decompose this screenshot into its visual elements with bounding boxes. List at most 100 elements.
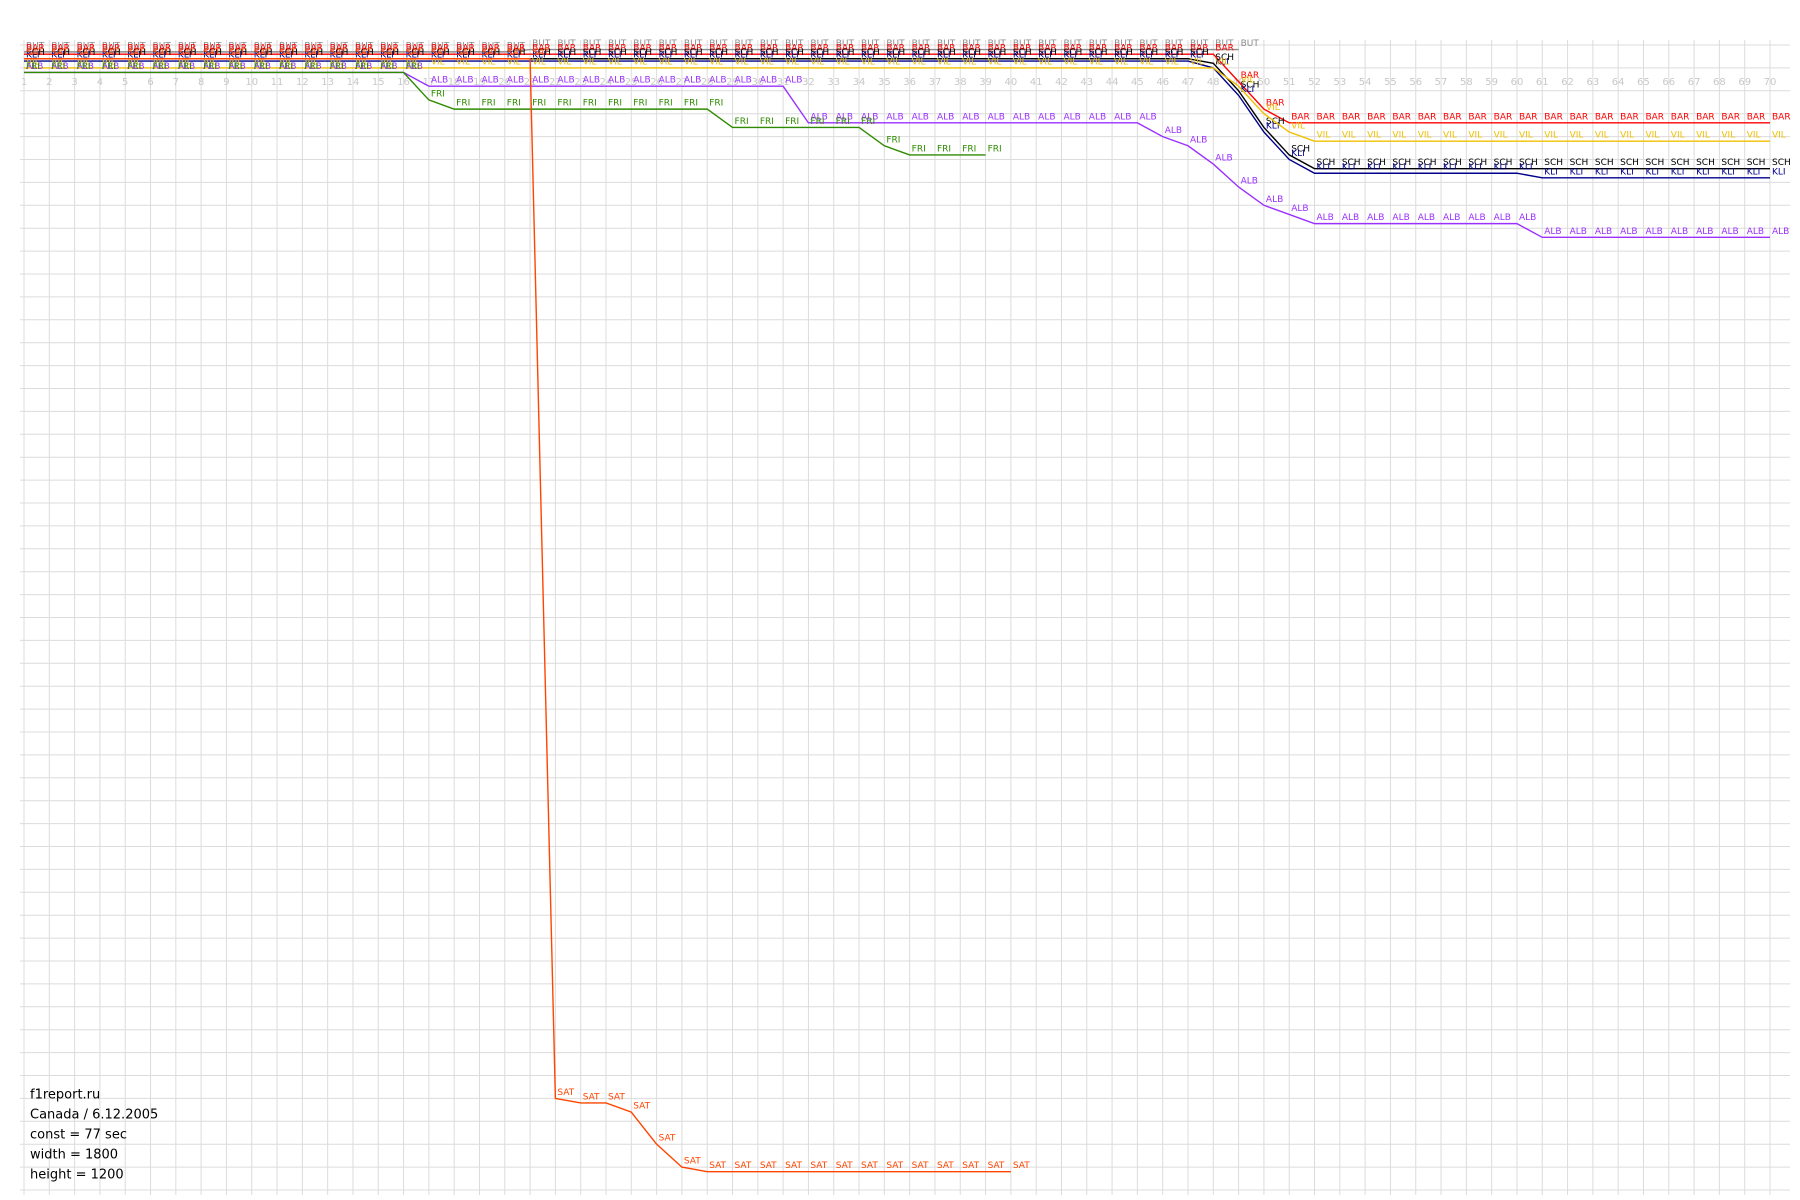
point-label: BUT (102, 41, 121, 51)
x-tick-label: 67 (1688, 77, 1701, 88)
point-label: FRI (102, 62, 116, 72)
x-tick-label: 64 (1612, 77, 1625, 88)
point-label: FRI (861, 117, 875, 127)
point-label: BAR (1544, 112, 1563, 122)
point-label: BUT (1089, 39, 1108, 49)
point-label: VIL (1747, 131, 1761, 141)
x-tick-label: 9 (223, 77, 229, 88)
point-label: SCH (304, 48, 323, 58)
point-label: BAR (1418, 112, 1437, 122)
point-label: SAT (355, 48, 372, 58)
point-label: ALB (1696, 227, 1713, 237)
point-label: KLI (102, 51, 116, 61)
point-label: SAT (861, 1161, 878, 1171)
point-label: BAR (102, 44, 121, 54)
point-label: BUT (127, 41, 146, 51)
point-label: VIL (507, 57, 521, 67)
point-label: SCH (1747, 158, 1766, 168)
point-label: BAR (1190, 44, 1209, 54)
point-label: ALB (988, 112, 1005, 122)
point-label: SAT (709, 1161, 726, 1171)
point-label: BUT (26, 41, 45, 51)
point-label: VIL (810, 57, 824, 67)
point-label: SAT (684, 1157, 701, 1167)
point-label: KLI (886, 51, 900, 61)
point-label: BAR (1494, 112, 1513, 122)
point-label: KLI (532, 51, 546, 61)
point-label: FRI (203, 62, 217, 72)
point-label: SAT (279, 48, 296, 58)
point-label: ALB (1139, 112, 1156, 122)
point-label: BUT (431, 41, 450, 51)
point-label: VIL (1418, 131, 1432, 141)
point-label: BAR (1165, 44, 1184, 54)
point-label: KLI (1114, 51, 1128, 61)
point-label: VIL (1519, 131, 1533, 141)
point-label: FRI (937, 144, 951, 154)
point-label: SCH (1013, 48, 1032, 58)
point-label: ALB (1645, 227, 1662, 237)
point-label: SCH (836, 48, 855, 58)
point-label: SAT (330, 48, 347, 58)
point-label: SCH (557, 48, 576, 58)
point-label: BUT (810, 39, 829, 49)
point-label: SAT (26, 48, 43, 58)
point-label: KLI (988, 51, 1002, 61)
x-tick-label: 37 (929, 77, 942, 88)
x-tick-label: 48 (1207, 77, 1220, 88)
x-tick-label: 52 (1308, 77, 1321, 88)
point-label: ALB (406, 62, 423, 72)
point-label: VIL (1367, 131, 1381, 141)
point-label: BUT (507, 41, 526, 51)
point-label: BAR (1747, 112, 1766, 122)
point-label: FRI (304, 62, 318, 72)
point-label: SCH (1215, 53, 1234, 63)
point-label: KLI (1038, 51, 1052, 61)
x-tick-label: 51 (1283, 77, 1296, 88)
point-label: ALB (456, 76, 473, 86)
point-label: SCH (1620, 158, 1639, 168)
point-label: BAR (785, 44, 804, 54)
point-label: SCH (431, 48, 450, 58)
point-label: ALB (481, 76, 498, 86)
point-label: FRI (810, 117, 824, 127)
point-label: SCH (1190, 48, 1209, 58)
point-label: VIL (330, 57, 344, 67)
point-label: VIL (1696, 131, 1710, 141)
point-label: FRI (456, 99, 470, 109)
x-tick-label: 2 (46, 77, 52, 88)
point-label: KLI (1494, 163, 1508, 173)
point-label: KLI (760, 51, 774, 61)
x-tick-label: 25 (625, 77, 638, 88)
point-label: KLI (1468, 163, 1482, 173)
point-label: SCH (583, 48, 602, 58)
x-tick-label: 46 (1156, 77, 1169, 88)
x-tick-label: 58 (1460, 77, 1473, 88)
point-label: BAR (1519, 112, 1538, 122)
point-label: SCH (532, 48, 551, 58)
point-label: KLI (406, 51, 420, 61)
x-tick-label: 26 (650, 77, 663, 88)
point-label: KLI (507, 51, 521, 61)
point-label: SAT (481, 48, 498, 58)
x-tick-label: 53 (1333, 77, 1346, 88)
point-label: FRI (709, 99, 723, 109)
x-tick-label: 3 (71, 77, 77, 88)
x-tick-label: 11 (271, 77, 284, 88)
point-label: BAR (659, 44, 678, 54)
point-label: ALB (1215, 154, 1232, 164)
point-label: VIL (988, 57, 1002, 67)
x-tick-label: 50 (1258, 77, 1271, 88)
x-tick-label: 28 (701, 77, 714, 88)
point-label: BUT (709, 39, 728, 49)
point-label: BUT (456, 41, 475, 51)
point-label: SCH (1291, 144, 1310, 154)
point-label: FRI (26, 62, 40, 72)
point-label: VIL (1620, 131, 1634, 141)
point-label: VIL (760, 57, 774, 67)
point-label: BAR (203, 44, 222, 54)
point-label: SAT (507, 48, 524, 58)
point-label: BAR (380, 44, 399, 54)
x-tick-label: 17 (423, 77, 436, 88)
point-label: FRI (684, 99, 698, 109)
